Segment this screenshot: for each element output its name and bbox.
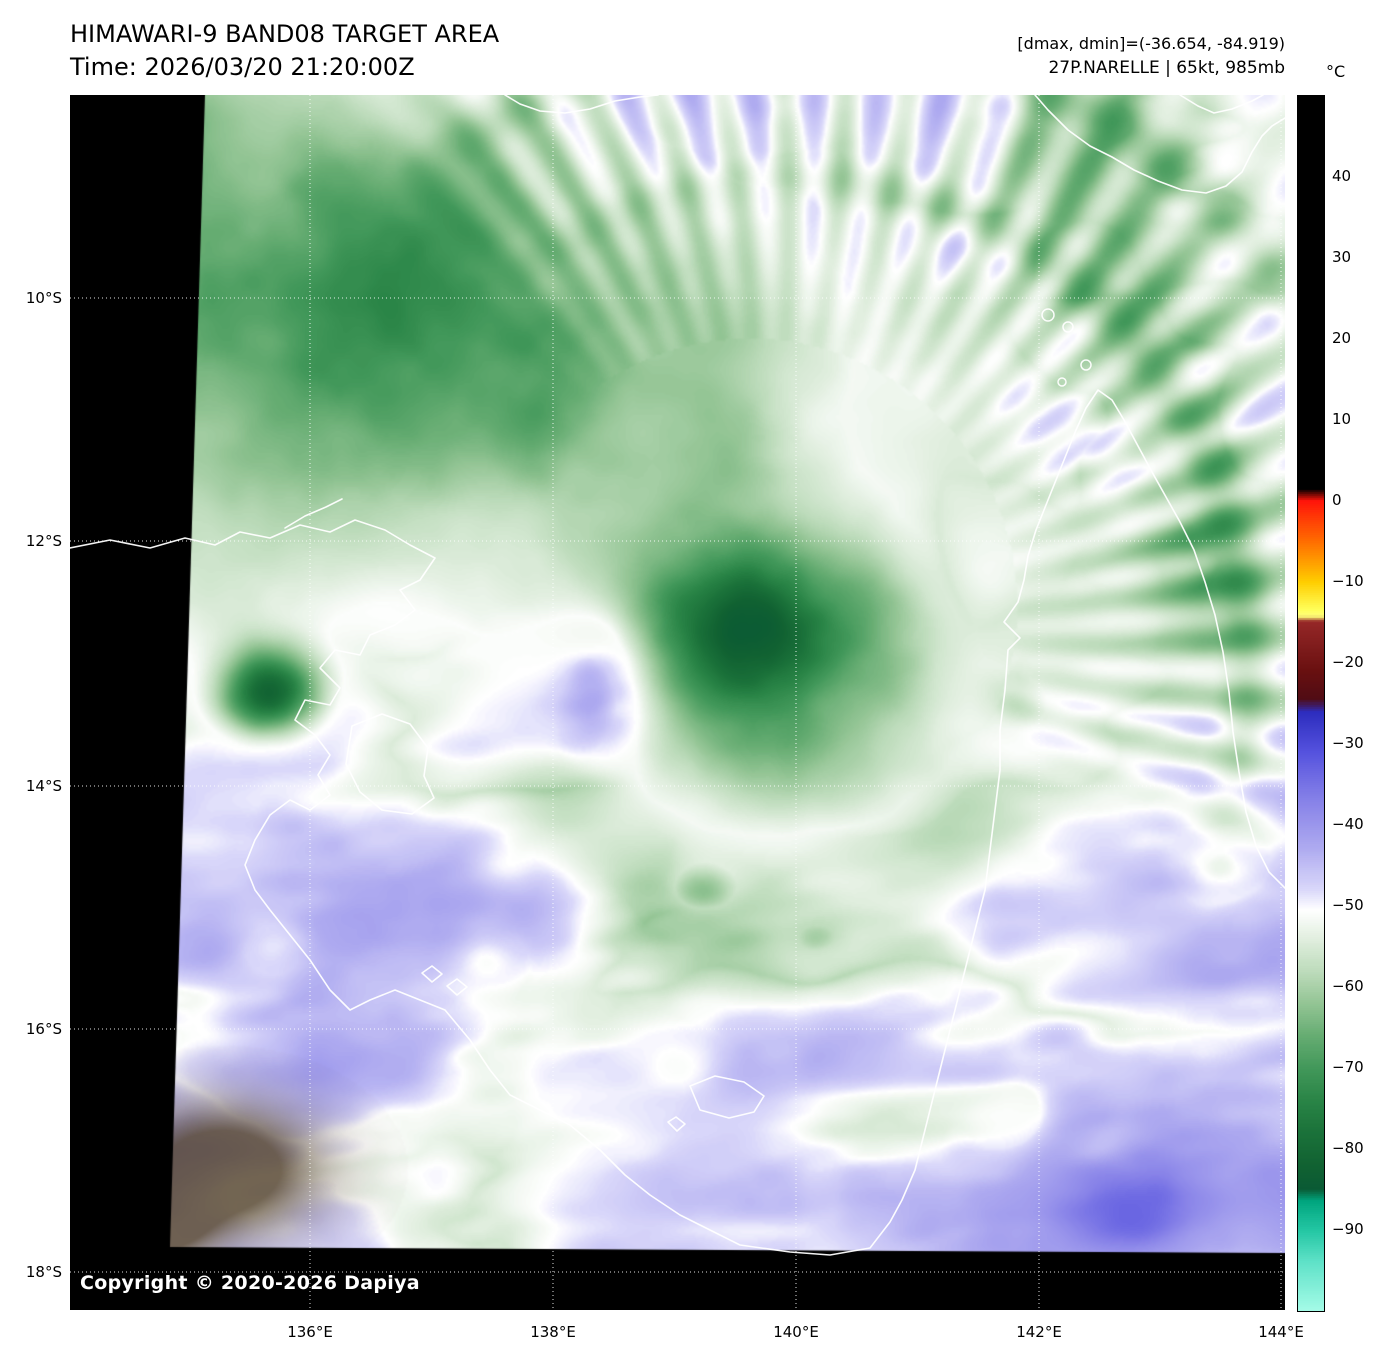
lon-tick-label: 144°E	[1258, 1323, 1304, 1341]
coastline-islet	[1041, 308, 1055, 322]
colorbar-tick-label: −60	[1332, 977, 1364, 995]
coastline-island	[504, 95, 659, 114]
lat-tick-label: 10°S	[25, 289, 62, 307]
lat-tick-label: 16°S	[25, 1020, 62, 1038]
figure-title: HIMAWARI-9 BAND08 TARGET AREA	[70, 20, 500, 48]
coastline-new-guinea	[1179, 95, 1264, 114]
colorbar-tick-label: 40	[1332, 167, 1352, 185]
coastline-islet	[1057, 377, 1067, 387]
coastline-island	[284, 498, 343, 529]
map-plot: Copyright © 2020-2026 Dapiya	[70, 95, 1285, 1310]
colorbar-tick-label: −40	[1332, 815, 1364, 833]
dmax-dmin-readout: [dmax, dmin]=(-36.654, -84.919)	[1017, 34, 1285, 53]
colorbar-tick-label: 20	[1332, 329, 1352, 347]
coastline-island	[446, 978, 468, 996]
storm-info: 27P.NARELLE | 65kt, 985mb	[1048, 58, 1285, 78]
colorbar	[1297, 95, 1325, 1312]
coastline-mainland	[70, 389, 1285, 1256]
colorbar-tick-label: −80	[1332, 1139, 1364, 1157]
coastline-islet	[1080, 359, 1092, 371]
lon-tick-label: 140°E	[773, 1323, 819, 1341]
copyright-notice: Copyright © 2020-2026 Dapiya	[80, 1272, 420, 1294]
coastline-island	[689, 1075, 765, 1119]
colorbar-tick-label: −30	[1332, 734, 1364, 752]
lat-tick-label: 14°S	[25, 777, 62, 795]
figure-time: Time: 2026/03/20 21:20:00Z	[70, 53, 415, 81]
colorbar-tick-label: −20	[1332, 653, 1364, 671]
coastline-new-guinea	[1034, 95, 1285, 194]
colorbar-tick-label: −50	[1332, 896, 1364, 914]
colorbar-unit-label: °C	[1326, 62, 1346, 81]
colorbar-tick-label: −90	[1332, 1220, 1364, 1238]
colorbar-tick-label: 30	[1332, 248, 1352, 266]
colorbar-tick-label: 0	[1332, 491, 1342, 509]
lon-tick-label: 138°E	[530, 1323, 576, 1341]
colorbar-tick-label: 10	[1332, 410, 1352, 428]
map-overlay	[70, 95, 1285, 1310]
lon-tick-label: 136°E	[287, 1323, 333, 1341]
lat-tick-label: 18°S	[25, 1263, 62, 1281]
coastline-islet	[1062, 321, 1074, 333]
colorbar-tick-label: −70	[1332, 1058, 1364, 1076]
coastline-island	[667, 1116, 686, 1132]
lon-tick-label: 142°E	[1016, 1323, 1062, 1341]
lat-tick-label: 12°S	[25, 532, 62, 550]
colorbar-tick-label: −10	[1332, 572, 1364, 590]
coastline-island	[421, 965, 443, 983]
coastline-island	[345, 713, 435, 815]
